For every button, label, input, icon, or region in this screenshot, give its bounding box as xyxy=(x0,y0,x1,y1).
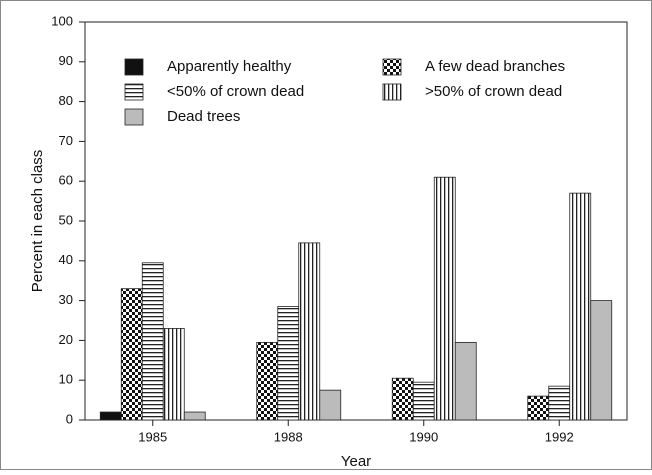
bar xyxy=(141,262,164,421)
y-tick-label: 90 xyxy=(59,53,73,68)
bar xyxy=(527,395,550,421)
y-tick-label: 100 xyxy=(51,13,73,28)
bar xyxy=(569,192,592,421)
y-axis-label: Percent in each class xyxy=(29,150,46,293)
legend-swatch xyxy=(124,58,144,76)
legend-label: >50% of crown dead xyxy=(425,83,562,100)
bar xyxy=(391,377,414,421)
x-tick-label: 1985 xyxy=(138,429,167,444)
bar xyxy=(120,288,143,421)
bar xyxy=(548,385,571,421)
legend-label: <50% of crown dead xyxy=(167,83,304,100)
x-axis-label: Year xyxy=(341,453,371,470)
y-tick-label: 60 xyxy=(59,173,73,188)
bar xyxy=(454,341,477,421)
bar xyxy=(433,176,456,421)
y-tick-label: 30 xyxy=(59,292,73,307)
bar xyxy=(277,306,300,421)
y-tick-label: 20 xyxy=(59,332,73,347)
bar xyxy=(183,411,206,421)
y-tick-label: 50 xyxy=(59,212,73,227)
bar xyxy=(298,242,321,421)
legend-label: Dead trees xyxy=(167,108,240,125)
bar xyxy=(319,389,342,421)
y-tick-label: 10 xyxy=(59,372,73,387)
legend-swatch xyxy=(382,58,402,76)
x-tick-label: 1992 xyxy=(545,429,574,444)
y-tick-label: 40 xyxy=(59,252,73,267)
y-tick-label: 70 xyxy=(59,133,73,148)
bar xyxy=(99,411,122,421)
bar xyxy=(162,328,185,421)
x-tick-label: 1990 xyxy=(409,429,438,444)
legend-swatch xyxy=(382,83,402,101)
x-tick-label: 1988 xyxy=(274,429,303,444)
legend-label: A few dead branches xyxy=(425,58,565,75)
legend-label: Apparently healthy xyxy=(167,58,292,75)
bar xyxy=(590,300,613,421)
y-tick-label: 80 xyxy=(59,93,73,108)
y-tick-label: 0 xyxy=(66,411,73,426)
bar xyxy=(256,341,279,421)
legend-swatch xyxy=(124,108,144,126)
bar xyxy=(412,381,435,421)
legend-swatch xyxy=(124,83,144,101)
